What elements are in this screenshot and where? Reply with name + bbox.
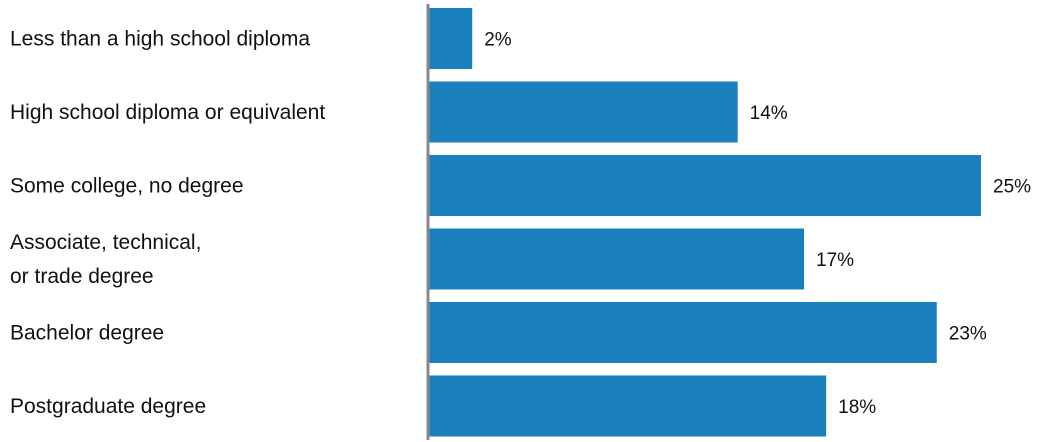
bar <box>428 302 937 363</box>
bars <box>428 8 981 437</box>
value-labels: 2% 14% 25% 17% 23% 18% <box>484 30 1031 419</box>
category-label: Postgraduate degree <box>10 395 206 418</box>
value-label: 2% <box>484 30 512 51</box>
category-label: Associate, technical, or trade degree <box>10 231 201 288</box>
category-label: Bachelor degree <box>10 322 164 345</box>
value-label: 25% <box>993 177 1031 198</box>
category-label: High school diploma or equivalent <box>10 101 325 124</box>
category-label-line: Bachelor degree <box>10 322 164 345</box>
category-label-line: Less than a high school diploma <box>10 28 310 51</box>
value-label: 23% <box>949 324 987 345</box>
category-label-line: Postgraduate degree <box>10 395 206 418</box>
bar <box>428 81 738 143</box>
bar <box>428 155 981 216</box>
category-label-line: Associate, technical, <box>10 231 201 254</box>
bar <box>428 375 827 437</box>
value-label: 14% <box>750 103 788 124</box>
bar <box>428 228 805 290</box>
bar <box>428 8 473 69</box>
category-labels: Less than a high school diploma High scho… <box>10 28 325 419</box>
category-label-line: or trade degree <box>10 265 154 288</box>
value-label: 18% <box>838 397 876 418</box>
category-label-line: Some college, no degree <box>10 175 244 198</box>
category-label: Less than a high school diploma <box>10 28 310 51</box>
category-label: Some college, no degree <box>10 175 244 198</box>
value-label: 17% <box>816 250 854 271</box>
category-label-line: High school diploma or equivalent <box>10 101 325 124</box>
